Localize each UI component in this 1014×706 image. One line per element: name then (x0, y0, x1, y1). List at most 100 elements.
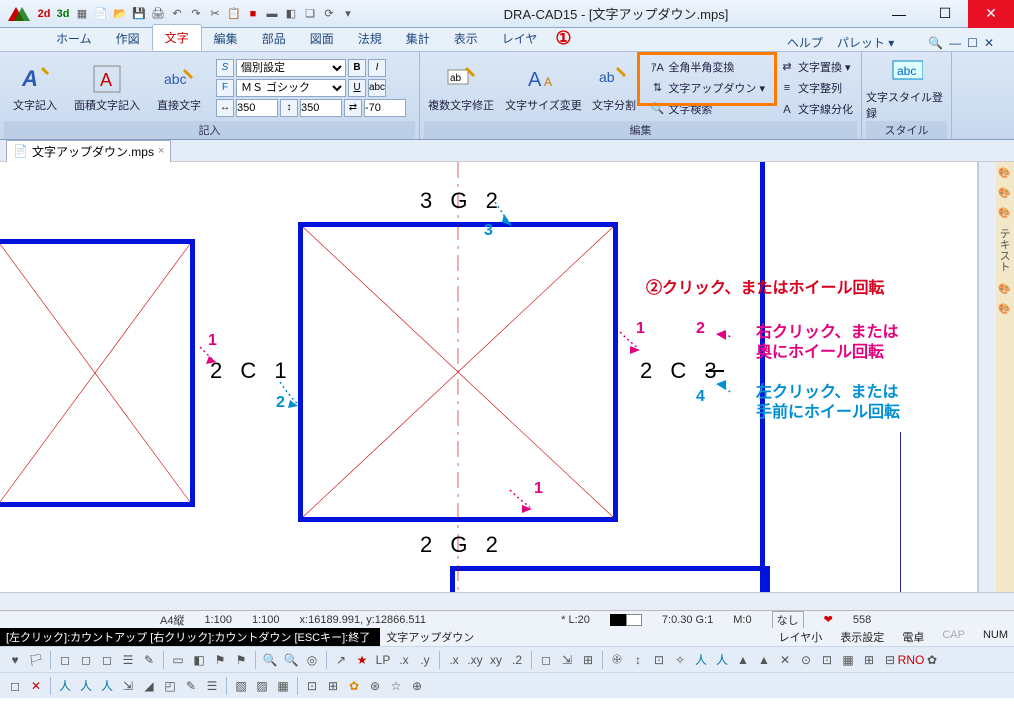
tb-icon[interactable]: ★ (353, 651, 371, 669)
qat-icon[interactable]: ▦ (74, 6, 90, 22)
tb-icon[interactable]: ⊙ (797, 651, 815, 669)
tb-icon[interactable]: ▦ (839, 651, 857, 669)
tb-icon[interactable]: ⊞ (579, 651, 597, 669)
tab-close-icon[interactable]: × (158, 145, 164, 157)
tb-icon[interactable]: ⊡ (303, 677, 321, 695)
menu-layer[interactable]: レイヤ (490, 26, 550, 51)
tb-icon[interactable]: ▨ (253, 677, 271, 695)
menu-palette[interactable]: パレット ▾ (837, 34, 894, 51)
qat-icon[interactable]: ▬ (264, 6, 280, 22)
qat-icon[interactable]: ■ (245, 6, 261, 22)
menu-text[interactable]: 文字 (152, 24, 202, 51)
menu-shuukei[interactable]: 集計 (394, 26, 442, 51)
tb-icon[interactable]: ◧ (190, 651, 208, 669)
tb-icon[interactable]: ◻ (98, 651, 116, 669)
tb-icon[interactable]: ⊕ (408, 677, 426, 695)
menu-home[interactable]: ホーム (44, 26, 104, 51)
row-kensaku[interactable]: 🔍文字検索 (649, 99, 765, 119)
tb-icon[interactable]: ◻ (6, 677, 24, 695)
menu-draw[interactable]: 作図 (104, 26, 152, 51)
tb-icon[interactable]: ◻ (56, 651, 74, 669)
status-nashi[interactable]: なし (772, 611, 804, 629)
tb-icon[interactable]: ✎ (182, 677, 200, 695)
status-scale1[interactable]: 1:100 (204, 614, 232, 626)
tb-icon[interactable]: ◎ (303, 651, 321, 669)
bold-icon[interactable]: B (348, 59, 366, 77)
row-updown[interactable]: ⇅文字アップダウン ▾ (649, 78, 765, 98)
tb-icon[interactable]: ◰ (161, 677, 179, 695)
qat-save-icon[interactable]: 💾 (131, 6, 147, 22)
qat-new-icon[interactable]: 📄 (93, 6, 109, 22)
qat-3d-icon[interactable]: 3d (55, 6, 71, 22)
qat-icon[interactable]: ❏ (302, 6, 318, 22)
btn-style[interactable]: abc 文字スタイル登録 (866, 55, 947, 121)
status-layer-sm[interactable]: レイヤ小 (779, 629, 823, 645)
tb-icon[interactable]: .2 (508, 651, 526, 669)
tb-icon[interactable]: ▧ (232, 677, 250, 695)
status-layer[interactable]: * L:20 (561, 614, 590, 626)
tb-icon[interactable]: ⇲ (119, 677, 137, 695)
tb-icon[interactable]: ⊡ (650, 651, 668, 669)
tb-icon[interactable]: ✧ (671, 651, 689, 669)
tb-icon[interactable]: ↕ (629, 651, 647, 669)
tb-icon[interactable]: ⊞ (324, 677, 342, 695)
menu-edit[interactable]: 編集 (202, 26, 250, 51)
tb-icon[interactable]: ☆ (387, 677, 405, 695)
tb-icon[interactable]: 🕀 (608, 651, 626, 669)
width-icon[interactable]: ↔ (216, 99, 234, 117)
side-icon[interactable]: 🎨 (998, 304, 1012, 318)
qat-dropdown-icon[interactable]: ▾ (340, 6, 356, 22)
height-input[interactable] (300, 99, 342, 117)
side-icon[interactable]: 🎨 (998, 168, 1012, 182)
vertical-scrollbar[interactable] (978, 162, 996, 592)
tb-icon[interactable]: LP (374, 651, 392, 669)
qat-icon[interactable]: ⟳ (321, 6, 337, 22)
side-icon[interactable]: 🎨 (998, 188, 1012, 202)
btn-chokusetsu[interactable]: abc 直接文字 (148, 55, 210, 121)
mdi-max-icon[interactable]: ☐ (967, 36, 978, 50)
side-text-icon[interactable]: テキスト (998, 228, 1012, 278)
tb-icon[interactable]: ◻ (537, 651, 555, 669)
status-paper[interactable]: A4縦 (160, 612, 184, 628)
btn-size[interactable]: AA 文字サイズ変更 (504, 55, 582, 121)
tb-icon[interactable]: xy (487, 651, 505, 669)
tb-icon[interactable]: ⚑ (232, 651, 250, 669)
tb-icon[interactable]: ▦ (274, 677, 292, 695)
menu-hyouji[interactable]: 表示 (442, 26, 490, 51)
side-icon[interactable]: 🎨 (998, 284, 1012, 298)
heart-icon[interactable]: ❤ (824, 613, 833, 626)
height-icon[interactable]: ↕ (280, 99, 298, 117)
close-button[interactable]: ✕ (968, 0, 1014, 28)
tb-icon[interactable]: ✿ (923, 651, 941, 669)
tb-icon[interactable]: 人 (713, 651, 731, 669)
tb-icon[interactable]: .x (445, 651, 463, 669)
minimize-button[interactable]: — (876, 0, 922, 28)
status-dispset[interactable]: 表示設定 (840, 629, 884, 645)
tb-icon[interactable]: ⊟ (881, 651, 899, 669)
qat-icon[interactable]: ◧ (283, 6, 299, 22)
tb-icon[interactable]: 🔍 (261, 651, 279, 669)
tb-icon[interactable]: ♥ (6, 651, 24, 669)
row-chikan[interactable]: ⇄文字置換 ▾ (779, 57, 853, 77)
width-input[interactable] (236, 99, 278, 117)
horizontal-scrollbar[interactable] (0, 592, 1014, 610)
tb-icon[interactable]: ✿ (345, 677, 363, 695)
menu-parts[interactable]: 部品 (250, 26, 298, 51)
row-zenhan[interactable]: ｱA全角半角変換 (649, 57, 765, 77)
document-tab[interactable]: 📄 文字アップダウン.mps × (6, 140, 171, 162)
font-name-select[interactable]: ＭＳ ゴシック (236, 79, 346, 97)
drawing-canvas[interactable]: 3 G 2 2 C 1 2 C 3 2 G 2 1 2 3 1 1 2 4 ②ク… (0, 162, 978, 592)
tb-icon[interactable]: 人 (98, 677, 116, 695)
mdi-search-icon[interactable]: 🔍 (928, 36, 943, 50)
qat-open-icon[interactable]: 📂 (112, 6, 128, 22)
btn-fukusuu[interactable]: ab 複数文字修正 (424, 55, 498, 121)
spacing-input[interactable] (364, 99, 406, 117)
tb-icon[interactable]: RNO (902, 651, 920, 669)
row-seiretsu[interactable]: ≡文字整列 (779, 78, 853, 98)
mdi-min-icon[interactable]: — (949, 36, 961, 50)
menu-help[interactable]: ヘルプ (787, 34, 823, 51)
tb-icon[interactable]: .x (395, 651, 413, 669)
tb-icon[interactable]: ⊛ (366, 677, 384, 695)
status-scale2[interactable]: 1:100 (252, 614, 280, 626)
qat-icon[interactable]: ✂ (207, 6, 223, 22)
